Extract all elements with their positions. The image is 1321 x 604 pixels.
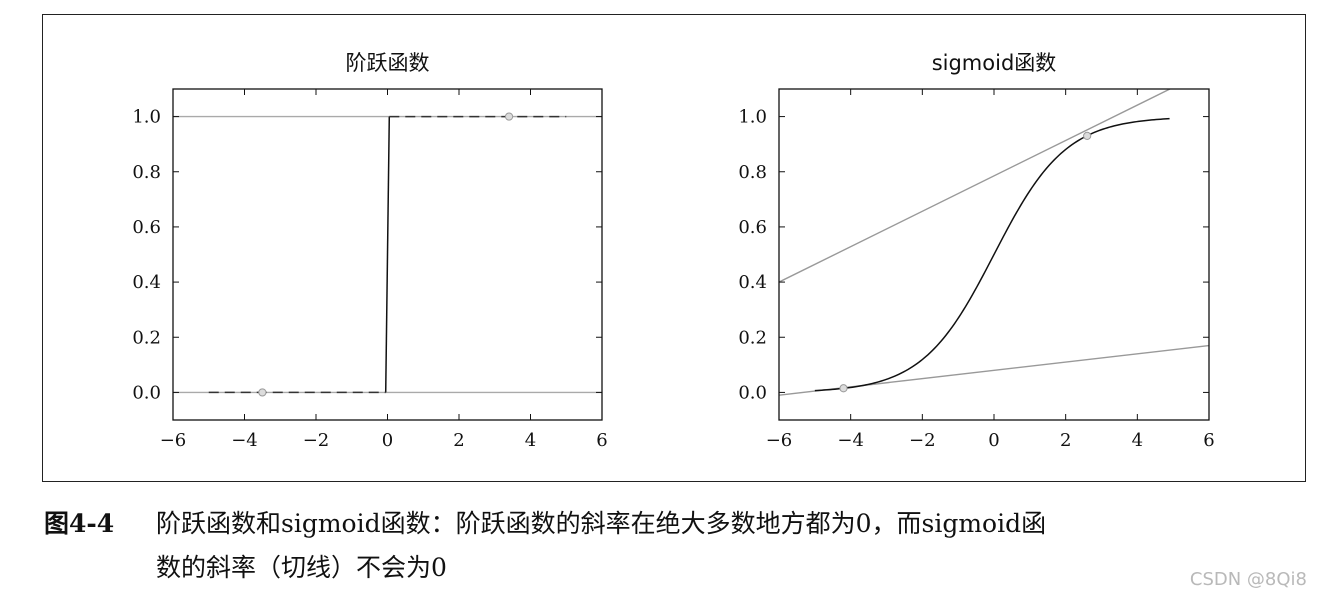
figure-number: 图4-4 xyxy=(44,509,115,538)
series-line-1 xyxy=(814,117,1170,392)
chart-2: sigmoid函数 −6 −4 −2 0 2 4 6 0.0 0.2 0.4 0.6 0.8 1.0 xyxy=(738,51,1214,451)
y-tick-label: 0.6 xyxy=(132,217,161,238)
tangent-line-1 xyxy=(779,89,1172,283)
y-tick-label: 0.0 xyxy=(132,382,161,403)
x-tick-label: 2 xyxy=(453,430,464,451)
plot-area xyxy=(779,89,1209,396)
y-tick-label: 1.0 xyxy=(738,107,767,128)
marker-point-2 xyxy=(839,384,848,393)
charts-canvas: 阶跃函数−6 −4 −2 0 2 4 60.00.20.40.60.81.0sigmoid函… xyxy=(132,51,1214,451)
marker-point-1 xyxy=(258,388,267,397)
series-line-1 xyxy=(384,116,391,393)
marker-point-2 xyxy=(504,112,514,121)
x-tick-label: −6 xyxy=(160,430,187,451)
caption-line-2: 数的斜率（切线）不会为0 xyxy=(156,553,447,582)
plot-area xyxy=(173,112,602,397)
figure-caption: 图4-4 阶跃函数和sigmoid函数：阶跃函数的斜率在绝大多数地方都为0，而si… xyxy=(44,502,1046,590)
x-tick-label: −4 xyxy=(837,430,864,451)
y-tick-label: 0.0 xyxy=(738,382,767,403)
y-tick-label: 0.4 xyxy=(132,272,161,293)
chart-1: 阶跃函数 −6 −4 −2 0 2 4 6 0.0 0.2 0.4 0.6 0.8 1.0 xyxy=(132,51,607,451)
y-tick-label: 0.8 xyxy=(738,162,767,183)
y-tick-label: 0.6 xyxy=(738,217,767,238)
x-tick-label: 0 xyxy=(988,430,999,451)
x-tick-label: 4 xyxy=(525,430,536,451)
x-tick-label: 4 xyxy=(1132,430,1143,451)
watermark: CSDN @8Qi8 xyxy=(1189,569,1307,590)
x-tick-label: −6 xyxy=(766,430,793,451)
x-tick-label: −2 xyxy=(303,430,330,451)
x-tick-label: 0 xyxy=(382,430,393,451)
caption-line-1: 阶跃函数和sigmoid函数：阶跃函数的斜率在绝大多数地方都为0，而sigmoi… xyxy=(156,509,1047,538)
x-tick-label: 6 xyxy=(1203,430,1214,451)
y-tick-label: 0.4 xyxy=(738,272,767,293)
y-tick-label: 0.2 xyxy=(738,327,767,348)
chart-title: 阶跃函数 xyxy=(346,51,430,75)
x-tick-label: −2 xyxy=(909,430,936,451)
x-tick-label: −4 xyxy=(231,430,258,451)
figure-frame xyxy=(42,14,1306,482)
y-tick-label: 1.0 xyxy=(132,107,161,128)
y-tick-label: 0.8 xyxy=(132,162,161,183)
x-tick-label: 6 xyxy=(596,430,607,451)
x-tick-label: 2 xyxy=(1060,430,1071,451)
y-tick-label: 0.2 xyxy=(132,327,161,348)
marker-point-1 xyxy=(1083,131,1092,140)
chart-title: sigmoid函数 xyxy=(932,51,1057,75)
